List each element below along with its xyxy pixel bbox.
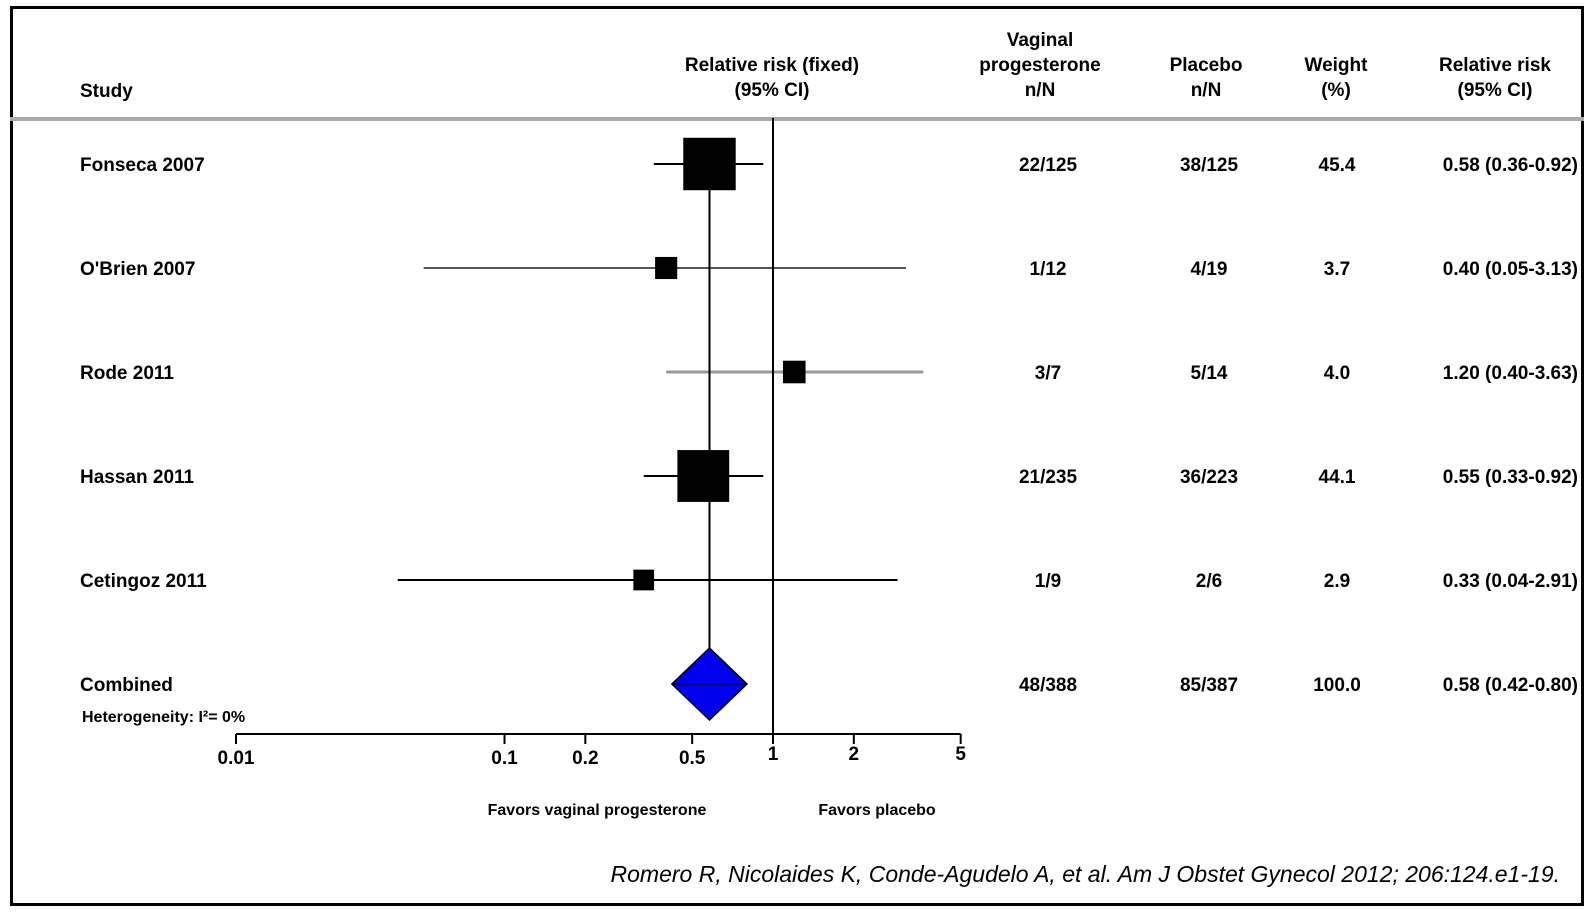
study-name: O'Brien 2007 <box>80 259 195 280</box>
placebo-count: 2/6 <box>1196 571 1222 592</box>
weight-value: 2.9 <box>1324 571 1350 592</box>
plot-area: 0.01 0.1 0.2 0.5 1 2 5 <box>218 118 966 769</box>
point-estimate-marker <box>782 360 806 384</box>
x-tick-label: 2 <box>849 744 860 765</box>
rr-ci-text: 1.20 (0.40-3.63) <box>1443 363 1578 384</box>
treatment-count: 1/12 <box>1030 259 1067 280</box>
combined-treatment-count: 48/388 <box>1019 675 1077 696</box>
study-row: Fonseca 2007 22/125 38/125 45.4 0.58 (0.36-0… <box>80 155 1578 176</box>
treatment-count: 1/9 <box>1035 571 1061 592</box>
point-estimate-marker <box>677 450 730 502</box>
point-estimate-marker <box>655 256 678 280</box>
x-tick-label: 0.1 <box>491 748 518 769</box>
rr-ci-text: 0.40 (0.05-3.13) <box>1443 259 1578 280</box>
x-tick-label: 5 <box>955 744 966 765</box>
x-tick-label: 0.5 <box>679 748 706 769</box>
x-tick-label: 1 <box>768 744 779 765</box>
header-rr-text-line1: Relative risk <box>1439 55 1551 76</box>
point-estimate-marker <box>633 569 655 591</box>
favors-right-label: Favors placebo <box>818 802 936 819</box>
weight-value: 4.0 <box>1324 363 1350 384</box>
study-row: Hassan 2011 21/235 36/223 44.1 0.55 (0.33-0.… <box>80 467 1578 488</box>
header-rr-text-line2: (95% CI) <box>1458 80 1533 101</box>
header-treatment-line3: n/N <box>1025 80 1056 101</box>
study-name: Rode 2011 <box>80 363 174 384</box>
study-name: Hassan 2011 <box>80 467 195 488</box>
weight-value: 45.4 <box>1319 155 1356 176</box>
placebo-count: 5/14 <box>1191 363 1228 384</box>
study-row: Cetingoz 2011 1/9 2/6 2.9 0.33 (0.04-2.91) <box>80 571 1578 592</box>
header-treatment-line2: progesterone <box>979 55 1100 76</box>
favors-left-label: Favors vaginal progesterone <box>488 802 707 819</box>
placebo-count: 38/125 <box>1180 155 1239 176</box>
citation: Romero R, Nicolaides K, Conde-Agudelo A,… <box>611 861 1560 887</box>
x-tick-label: 0.01 <box>218 748 255 769</box>
rr-ci-text: 0.55 (0.33-0.92) <box>1443 467 1578 488</box>
header-rr-plot-line1: Relative risk (fixed) <box>685 55 859 76</box>
treatment-count: 22/125 <box>1019 155 1078 176</box>
weight-value: 3.7 <box>1324 259 1350 280</box>
placebo-count: 36/223 <box>1180 467 1238 488</box>
treatment-count: 3/7 <box>1035 363 1061 384</box>
combined-label: Combined <box>80 675 173 696</box>
x-tick-label: 0.2 <box>572 748 598 769</box>
rr-ci-text: 0.33 (0.04-2.91) <box>1443 571 1578 592</box>
figure-frame <box>10 6 1584 906</box>
combined-row: Combined Heterogeneity: I²= 0% 48/388 85/38… <box>80 675 1578 726</box>
table-header: Study Relative risk (fixed) (95% CI) Vag… <box>80 30 1551 102</box>
placebo-count: 4/19 <box>1191 259 1228 280</box>
header-weight-line1: Weight <box>1305 55 1369 76</box>
study-name: Fonseca 2007 <box>80 155 205 176</box>
header-weight-line2: (%) <box>1321 80 1351 101</box>
header-placebo-line1: Placebo <box>1170 55 1243 76</box>
combined-placebo-count: 85/387 <box>1180 675 1238 696</box>
study-name: Cetingoz 2011 <box>80 571 207 592</box>
weight-value: 44.1 <box>1319 467 1356 488</box>
header-treatment-line1: Vaginal <box>1007 30 1074 51</box>
study-row: O'Brien 2007 1/12 4/19 3.7 0.40 (0.05-3.13) <box>80 259 1578 280</box>
combined-rr-ci-text: 0.58 (0.42-0.80) <box>1443 675 1578 696</box>
combined-weight-value: 100.0 <box>1313 675 1361 696</box>
study-row: Rode 2011 3/7 5/14 4.0 1.20 (0.40-3.63) <box>80 363 1578 384</box>
treatment-count: 21/235 <box>1019 467 1078 488</box>
heterogeneity-label: Heterogeneity: I²= 0% <box>82 709 245 726</box>
rr-ci-text: 0.58 (0.36-0.92) <box>1443 155 1578 176</box>
header-rr-plot-line2: (95% CI) <box>735 80 810 101</box>
study-rows: Fonseca 2007 22/125 38/125 45.4 0.58 (0.36-0… <box>80 155 1578 726</box>
header-divider <box>10 117 1584 121</box>
header-placebo-line2: n/N <box>1191 80 1222 101</box>
header-study: Study <box>80 81 133 102</box>
